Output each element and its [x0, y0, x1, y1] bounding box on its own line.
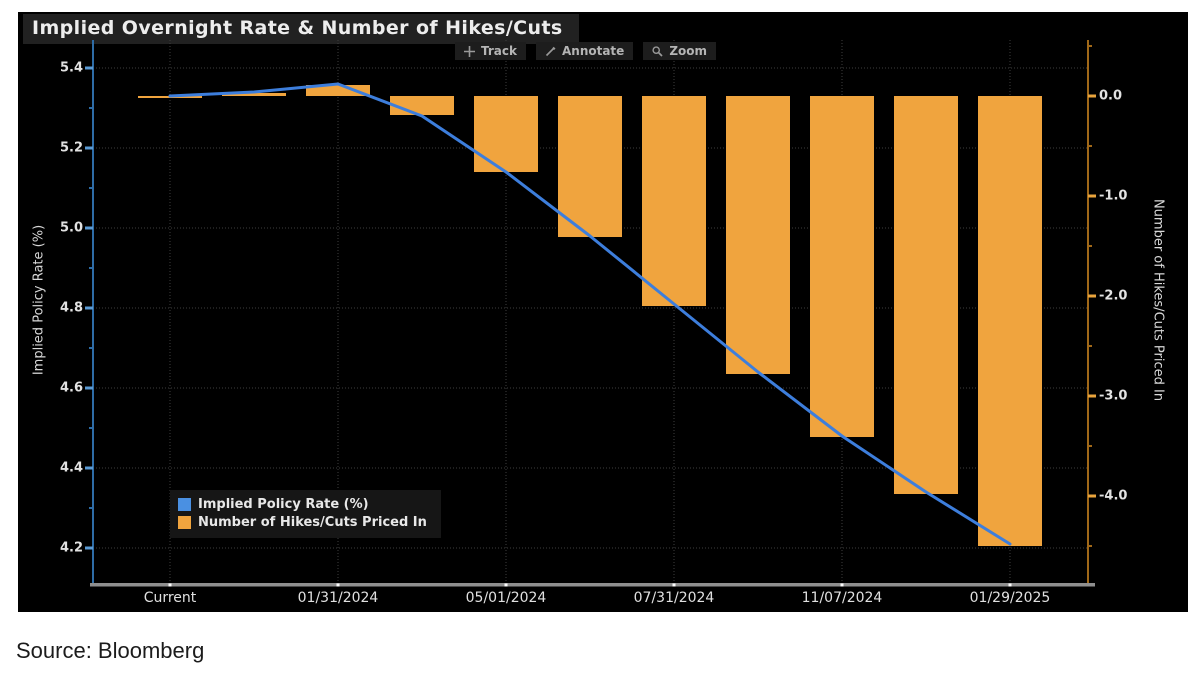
hikes-cuts-bar [390, 96, 454, 115]
source-note: Source: Bloomberg [16, 638, 205, 663]
left-axis-tick-label: 4.4 [59, 460, 83, 476]
x-axis-tick-label: 07/31/2024 [633, 590, 715, 606]
annotate-button[interactable]: Annotate [535, 42, 634, 60]
left-major-tick [85, 66, 93, 70]
right-axis-tick-label: -3.0 [1099, 388, 1128, 404]
x-tick-dot [1008, 583, 1012, 587]
zoom-magnifier-icon [652, 45, 663, 57]
x-tick-dot [336, 583, 340, 587]
annotate-pencil-icon [545, 46, 556, 57]
zoom-button[interactable]: Zoom [643, 42, 717, 60]
hikes-cuts-bar [306, 85, 370, 96]
annotate-button-label: Annotate [561, 44, 625, 58]
x-tick-dot [672, 583, 676, 587]
x-axis-tick-label: 01/31/2024 [297, 590, 379, 606]
right-minor-tick [1088, 345, 1092, 347]
left-axis-tick-label: 4.8 [59, 300, 83, 316]
right-axis-title: Number of Hikes/Cuts Priced In [1150, 198, 1166, 402]
left-axis-tick-label: 5.2 [59, 140, 83, 156]
legend-item-hikes-cuts: Number of Hikes/Cuts Priced In [178, 515, 427, 530]
left-major-tick [85, 466, 93, 470]
legend-label: Implied Policy Rate (%) [198, 497, 369, 512]
hikes-cuts-bar [978, 96, 1042, 546]
right-major-tick [1088, 394, 1096, 398]
x-axis-tick-label: 11/07/2024 [801, 590, 883, 606]
right-minor-tick [1088, 445, 1092, 447]
chart-legend: Implied Policy Rate (%) Number of Hikes/… [170, 490, 441, 538]
right-minor-tick [1088, 545, 1092, 547]
right-minor-tick [1088, 45, 1092, 47]
track-button-label: Track [481, 44, 517, 58]
right-minor-tick [1088, 245, 1092, 247]
left-major-tick [85, 306, 93, 310]
x-axis-tick-label: Current [143, 590, 197, 606]
legend-label: Number of Hikes/Cuts Priced In [198, 515, 427, 530]
x-tick-dot [504, 583, 508, 587]
right-major-tick [1088, 294, 1096, 298]
legend-item-implied-policy-rate: Implied Policy Rate (%) [178, 497, 427, 512]
left-major-tick [85, 546, 93, 550]
right-minor-tick [1088, 145, 1092, 147]
implied-policy-rate-line [168, 82, 1012, 546]
left-axis-tick-label: 4.2 [59, 540, 83, 556]
hikes-cuts-bar [474, 96, 538, 172]
right-axis-tick-label: -4.0 [1099, 488, 1128, 504]
left-minor-tick [89, 107, 93, 109]
left-axis-tick-label: 4.6 [59, 380, 83, 396]
x-tick-dot [168, 583, 172, 587]
plot-area[interactable]: 5.4 5.2 5.0 4.8 4.6 4.4 4.2 0.0 -1.0 -2.0 -3.0 -4.0… [60, 40, 1127, 606]
legend-swatch-line [178, 498, 191, 511]
right-major-tick [1088, 494, 1096, 498]
track-button[interactable]: Track [455, 42, 526, 60]
right-major-tick [1088, 194, 1096, 198]
left-major-tick [85, 226, 93, 230]
chart-title: Implied Overnight Rate & Number of Hikes… [23, 14, 579, 44]
legend-swatch-bar [178, 516, 191, 529]
hikes-cuts-bar [894, 96, 958, 494]
bottom-axis-line [90, 583, 1095, 587]
left-minor-tick [89, 507, 93, 509]
x-axis-tick-label: 05/01/2024 [465, 590, 547, 606]
left-major-tick [85, 146, 93, 150]
hikes-cuts-bar [810, 96, 874, 437]
left-minor-tick [89, 427, 93, 429]
hikes-cuts-bar [726, 96, 790, 374]
left-minor-tick [89, 347, 93, 349]
right-axis-tick-label: -2.0 [1099, 288, 1128, 304]
zoom-button-label: Zoom [669, 44, 708, 58]
hikes-cuts-bar [558, 96, 622, 237]
left-axis-tick-label: 5.0 [59, 220, 83, 236]
x-axis-tick-label: 01/29/2025 [969, 590, 1051, 606]
left-major-tick [85, 386, 93, 390]
right-axis-tick-label: -1.0 [1099, 188, 1128, 204]
x-tick-dot [840, 583, 844, 587]
chart-toolbar: Track Annotate Zoom [455, 42, 717, 60]
left-minor-tick [89, 267, 93, 269]
hikes-cuts-bar [642, 96, 706, 306]
hikes-cuts-bar [222, 93, 286, 96]
bloomberg-chart-panel: Implied Overnight Rate & Number of Hikes… [18, 12, 1188, 612]
left-axis-tick-label: 5.4 [59, 60, 83, 76]
left-axis-title: Implied Policy Rate (%) [31, 224, 47, 376]
right-major-tick [1088, 94, 1096, 98]
right-axis-tick-label: 0.0 [1099, 88, 1123, 104]
left-minor-tick [89, 187, 93, 189]
track-crosshair-icon [464, 45, 475, 57]
